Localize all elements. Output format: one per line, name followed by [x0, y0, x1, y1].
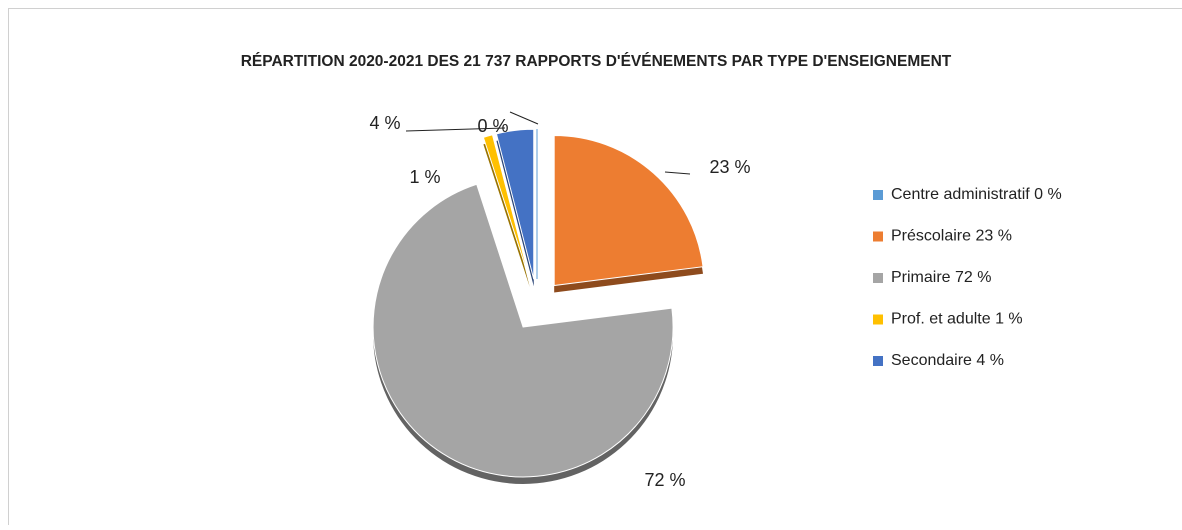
legend-label: Préscolaire 23 % — [891, 228, 1012, 245]
legend-label: Prof. et adulte 1 % — [891, 311, 1023, 328]
legend-swatch — [873, 356, 883, 366]
legend-swatch — [873, 273, 883, 283]
data-label: 1 % — [409, 167, 440, 187]
legend-swatch — [873, 190, 883, 200]
legend-label: Secondaire 4 % — [891, 352, 1004, 369]
legend-label: Primaire 72 % — [891, 269, 991, 286]
legend-swatch — [873, 315, 883, 325]
legend-label: Centre administratif 0 % — [891, 186, 1062, 203]
chart-title: RÉPARTITION 2020-2021 DES 21 737 RAPPORT… — [241, 53, 952, 70]
data-label: 23 % — [709, 157, 750, 177]
data-label: 72 % — [644, 470, 685, 490]
legend-swatch — [873, 232, 883, 242]
data-label: 4 % — [369, 113, 400, 133]
data-label: 0 % — [477, 116, 508, 136]
